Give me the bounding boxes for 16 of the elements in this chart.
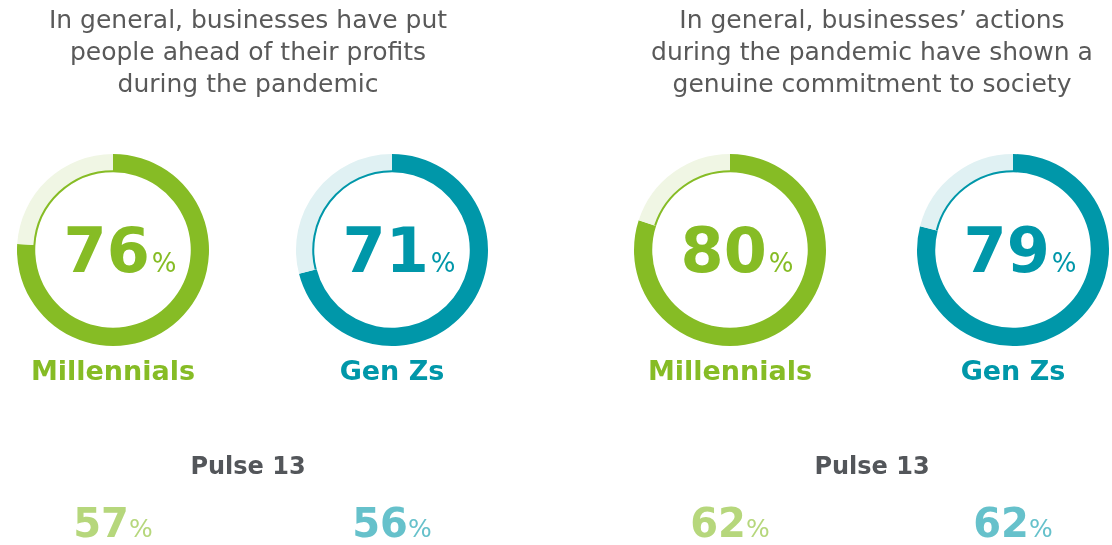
text: Pulse 13 xyxy=(189,452,307,480)
slice-label: Gen Zs xyxy=(338,355,446,386)
data-label: 71% xyxy=(342,214,456,287)
chart-title: In general, businesses’ actions during the pandemic have shown a genuine commitment to society xyxy=(650,4,1094,100)
slice-label: Millennials xyxy=(646,355,814,386)
chart-title: In general, businesses have put people ahead of their profits during the pandemic xyxy=(47,4,449,100)
text: 62% xyxy=(972,500,1054,545)
data-label: 79% xyxy=(963,214,1077,287)
slice-label: Millennials xyxy=(29,355,197,386)
data-label: 80% xyxy=(680,214,794,287)
text: Pulse 13 xyxy=(813,452,931,480)
text: 62% xyxy=(689,500,771,545)
data-label: 76% xyxy=(63,214,177,287)
text: 56% xyxy=(351,500,433,545)
text: 57% xyxy=(72,500,154,545)
slice-label: Gen Zs xyxy=(959,355,1067,386)
